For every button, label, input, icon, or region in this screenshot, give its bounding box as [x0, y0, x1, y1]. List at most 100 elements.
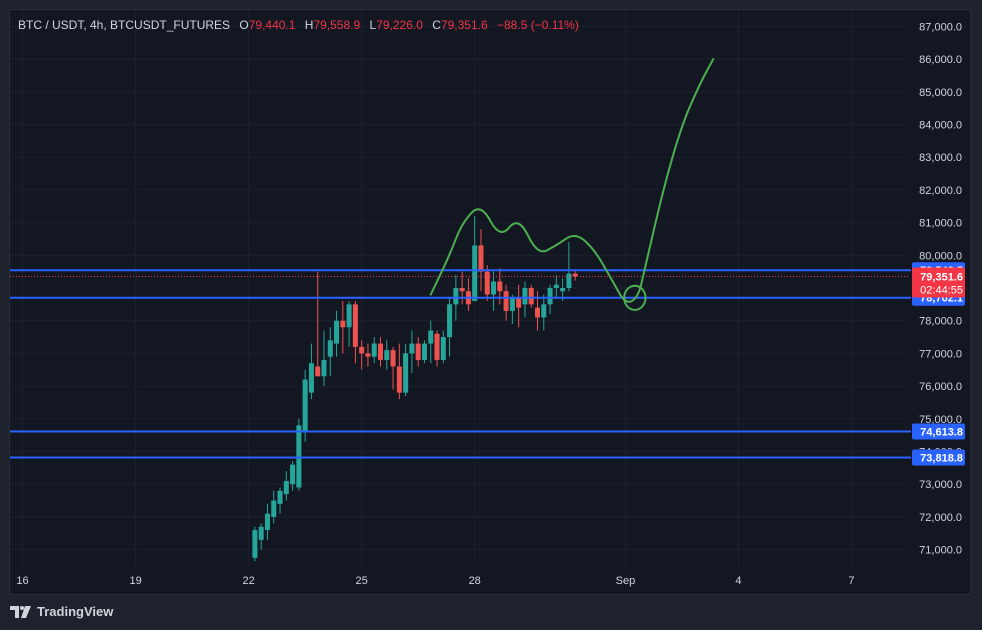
chart-pane[interactable]	[9, 9, 971, 595]
candle-body	[447, 304, 453, 338]
candle	[421, 340, 427, 364]
x-tick-label: 16	[16, 575, 28, 587]
tradingview-logo-icon	[10, 605, 31, 618]
last-price-label: 79,351.6	[920, 272, 963, 284]
symbol-title[interactable]: BTC / USDT, 4h, BTCUSDT_FUTURES	[18, 18, 231, 32]
candle	[465, 278, 471, 311]
candle-body	[365, 353, 371, 357]
y-tick-label: 86,000.0	[919, 54, 962, 66]
candle-body	[377, 343, 384, 360]
candle-body	[434, 333, 440, 360]
projection-circle	[623, 284, 647, 311]
candle	[377, 337, 384, 367]
candle	[547, 284, 553, 315]
y-tick-label: 87,000.0	[919, 21, 962, 33]
candle	[264, 503, 270, 540]
candle	[290, 461, 296, 491]
candle-body	[440, 337, 446, 360]
candle	[572, 269, 578, 281]
candle-body	[415, 343, 421, 360]
candle-body	[528, 288, 534, 305]
y-tick-label: 76,000.0	[919, 381, 962, 393]
candle-body	[315, 366, 321, 377]
candle	[434, 330, 440, 367]
candle	[308, 343, 314, 400]
candle-body	[346, 304, 352, 328]
candle-body	[572, 273, 578, 277]
candle-body	[384, 350, 390, 360]
candle	[472, 216, 478, 302]
x-tick-label: 25	[356, 575, 368, 587]
candle-body	[296, 425, 302, 488]
candle-body	[359, 346, 365, 354]
x-tick-label: 7	[848, 575, 854, 587]
horizontal-level-tag	[912, 449, 965, 466]
candle	[277, 487, 283, 514]
candle	[384, 340, 390, 370]
y-tick-label: 80,000.0	[919, 250, 962, 262]
candle-body	[340, 320, 346, 328]
candle-body	[503, 291, 509, 311]
candle	[503, 284, 509, 321]
candle	[302, 369, 308, 442]
candle	[296, 418, 302, 491]
candle	[346, 301, 352, 347]
candle-body	[516, 297, 522, 308]
horizontal-level-label: 74,613.8	[920, 426, 963, 438]
candle-body	[459, 288, 465, 292]
candle	[371, 337, 377, 364]
candle	[516, 284, 522, 328]
x-tick-label: Sep	[616, 575, 636, 587]
candle-body	[290, 464, 296, 485]
candle-body	[327, 340, 333, 357]
candle	[315, 271, 321, 377]
open-value: 79,440.1	[248, 18, 296, 32]
close-label: C	[432, 18, 441, 32]
candle	[396, 343, 402, 400]
candle-body	[534, 307, 541, 318]
candle	[321, 330, 327, 387]
candle-body	[453, 288, 459, 305]
y-tick-label: 77,000.0	[919, 348, 962, 360]
candle	[365, 343, 371, 367]
candle	[334, 310, 340, 357]
candle-body	[308, 363, 314, 393]
x-tick-label: 19	[129, 575, 141, 587]
candle	[459, 271, 465, 305]
high-label: H	[304, 18, 314, 32]
candle	[390, 346, 396, 390]
y-tick-label: 84,000.0	[919, 119, 962, 131]
candle-body	[277, 490, 283, 504]
candle	[283, 471, 289, 501]
tradingview-footer[interactable]: TradingView	[10, 604, 113, 619]
candle	[415, 337, 421, 367]
grid-lines	[10, 10, 908, 566]
candle	[528, 284, 534, 308]
candle-body	[390, 350, 396, 367]
horizontal-level-label: 73,818.8	[920, 452, 963, 464]
candle	[252, 526, 258, 562]
low-value: 79,226.0	[376, 18, 423, 32]
y-tick-label: 85,000.0	[919, 87, 962, 99]
candle-body	[302, 379, 308, 432]
candle	[359, 340, 365, 370]
y-tick-label: 82,000.0	[919, 185, 962, 197]
candle	[271, 490, 277, 524]
close-value: 79,351.6	[440, 18, 488, 32]
x-tick-label: 28	[469, 575, 481, 587]
open-label: O	[239, 18, 249, 32]
candle	[340, 301, 346, 354]
x-tick-label: 22	[243, 575, 255, 587]
candle-body	[560, 288, 566, 292]
candle	[553, 274, 559, 298]
candle	[497, 268, 503, 305]
candle-body	[491, 281, 497, 295]
candle	[352, 301, 358, 364]
y-tick-label: 81,000.0	[919, 218, 962, 230]
change-value: −88.5 (−0.11%)	[497, 18, 579, 32]
candle-body	[403, 353, 409, 393]
candle-body	[283, 480, 289, 495]
candle	[327, 327, 333, 377]
candle-body	[553, 284, 559, 288]
